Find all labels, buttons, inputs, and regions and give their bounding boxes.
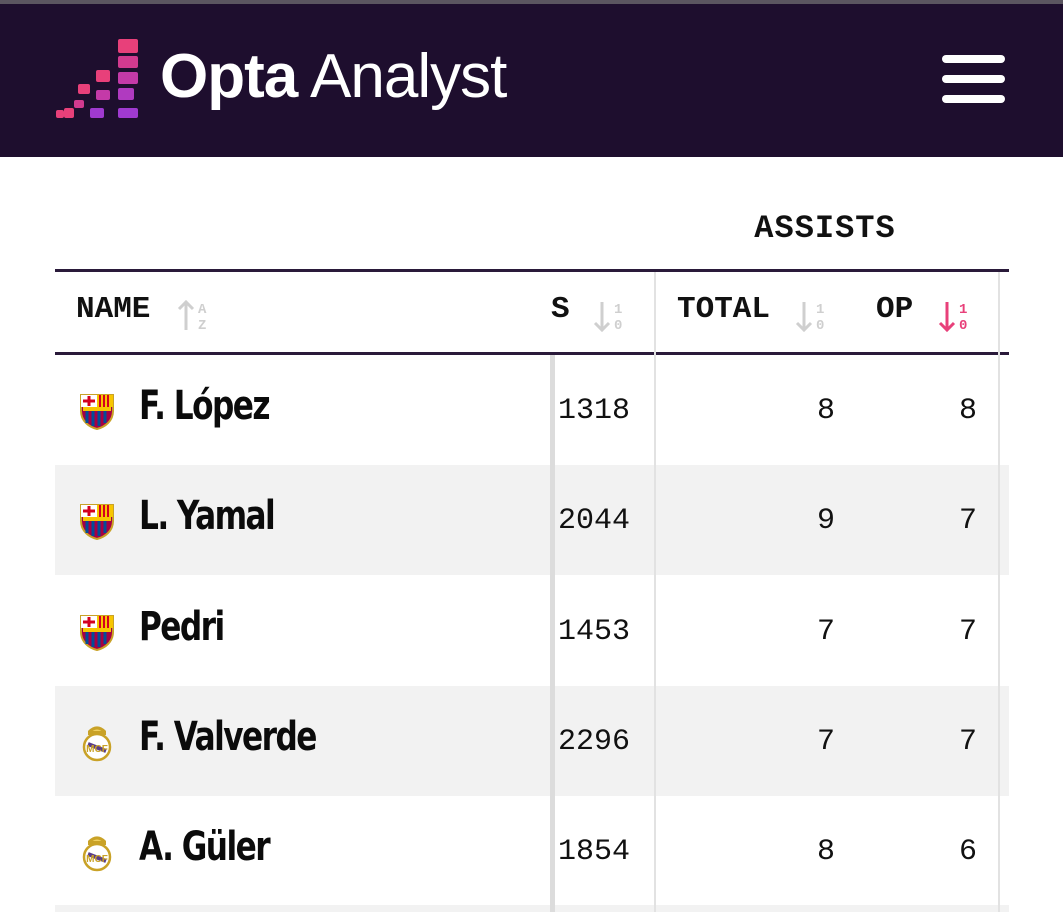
brand-bold-text: Opta <box>160 42 298 111</box>
svg-text:0: 0 <box>959 318 967 334</box>
opta-logo-mark-icon <box>56 39 138 118</box>
minutes-value: 1318 <box>558 394 631 428</box>
table-row[interactable]: MCF F. Valverde 2296 7 7 <box>55 686 1009 796</box>
op-assists-value: 7 <box>958 504 977 538</box>
svg-text:1: 1 <box>614 302 622 318</box>
table-row[interactable]: L. Yamal 2044 9 7 <box>55 465 1009 575</box>
svg-text:0: 0 <box>816 318 824 334</box>
total-assists-value: 8 <box>816 394 835 428</box>
real-madrid-crest-icon: MCF <box>82 726 112 762</box>
hamburger-menu-icon[interactable] <box>940 54 1008 104</box>
minutes-value: 1854 <box>558 835 631 869</box>
logo-wordmark: Opta Analyst <box>160 42 507 112</box>
barcelona-crest-icon <box>80 394 114 431</box>
player-name[interactable]: F. López <box>139 383 270 429</box>
svg-text:Z: Z <box>198 318 206 334</box>
minutes-value: 1453 <box>558 615 631 649</box>
svg-text:MCF: MCF <box>86 744 108 755</box>
sort-numeric-icon[interactable]: 1 0 <box>592 296 632 336</box>
sort-numeric-icon[interactable]: 1 0 <box>794 296 834 336</box>
svg-text:1: 1 <box>959 302 967 318</box>
column-header-name[interactable]: NAME <box>76 292 151 327</box>
menu-bar <box>942 95 1005 103</box>
brand-light-text: Analyst <box>310 42 507 111</box>
svg-text:1: 1 <box>816 302 824 318</box>
sort-descending-active-icon[interactable]: 1 0 <box>937 296 977 336</box>
op-assists-value: 8 <box>958 394 977 428</box>
svg-text:0: 0 <box>614 318 622 334</box>
op-assists-value: 7 <box>958 615 977 649</box>
column-divider <box>654 272 656 912</box>
svg-text:A: A <box>198 302 207 318</box>
menu-bar <box>942 55 1005 63</box>
player-name[interactable]: F. Valverde <box>139 714 317 760</box>
op-assists-value: 7 <box>958 725 977 759</box>
barcelona-crest-icon <box>80 504 114 541</box>
minutes-value: 2044 <box>558 504 631 538</box>
player-name[interactable]: L. Yamal <box>139 493 276 539</box>
barcelona-crest-icon <box>80 615 114 652</box>
player-name[interactable]: A. Güler <box>139 824 271 870</box>
minutes-value: 2296 <box>558 725 631 759</box>
table-row[interactable]: Pedri 1453 7 7 <box>55 576 1009 686</box>
table-top-rule <box>55 269 1009 272</box>
table-row[interactable]: F. López 1318 8 8 <box>55 355 1009 465</box>
total-assists-value: 7 <box>816 725 835 759</box>
opta-analyst-logo[interactable]: Opta Analyst <box>56 34 536 124</box>
column-header-minutes[interactable]: S <box>551 292 570 327</box>
total-assists-value: 7 <box>816 615 835 649</box>
column-divider <box>998 272 1000 912</box>
real-madrid-crest-icon: MCF <box>82 836 112 872</box>
top-border <box>0 0 1063 4</box>
menu-bar <box>942 75 1005 83</box>
table-row[interactable]: MCF A. Güler 1854 8 6 <box>55 796 1009 906</box>
svg-text:MCF: MCF <box>86 854 108 865</box>
column-header-total[interactable]: TOTAL <box>677 292 771 327</box>
total-assists-value: 9 <box>816 504 835 538</box>
sticky-column-shadow <box>550 355 555 912</box>
total-assists-value: 8 <box>816 835 835 869</box>
player-name[interactable]: Pedri <box>139 604 225 650</box>
assists-group-label: ASSISTS <box>754 210 896 247</box>
next-row-partial <box>55 905 1009 912</box>
op-assists-value: 6 <box>958 835 977 869</box>
table-header-rule <box>55 352 1009 355</box>
sort-alpha-icon[interactable]: A Z <box>176 296 216 336</box>
site-header: Opta Analyst <box>0 4 1063 157</box>
column-header-op[interactable]: OP <box>876 292 914 327</box>
